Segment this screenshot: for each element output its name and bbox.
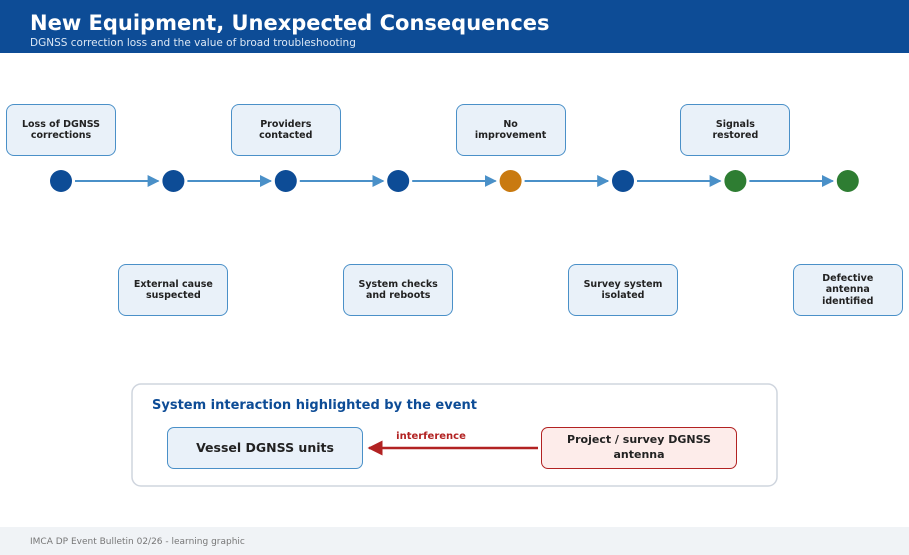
timeline-node bbox=[836, 170, 859, 192]
edge-label: interference bbox=[396, 431, 466, 442]
step-label: External cause suspected bbox=[118, 264, 229, 316]
step-label: Providers contacted bbox=[230, 104, 341, 156]
step-label: No improvement bbox=[455, 104, 566, 156]
timeline-node bbox=[162, 170, 185, 192]
panel-title: System interaction highlighted by the ev… bbox=[152, 398, 477, 413]
header-band bbox=[0, 0, 909, 53]
timeline-node bbox=[499, 170, 522, 192]
footer-text: IMCA DP Event Bulletin 02/26 - learning … bbox=[30, 537, 245, 547]
step-label: Defective antenna identified bbox=[792, 264, 903, 316]
step-label: System checks and reboots bbox=[343, 264, 454, 316]
step-label: Loss of DGNSS corrections bbox=[6, 104, 116, 156]
step-label: Survey system isolated bbox=[568, 264, 678, 316]
header-subtitle: DGNSS correction loss and the value of b… bbox=[30, 37, 356, 49]
timeline-node bbox=[387, 170, 410, 192]
vessel-node: Vessel DGNSS units bbox=[167, 427, 363, 469]
header-title: New Equipment, Unexpected Consequences bbox=[30, 11, 550, 35]
timeline-node bbox=[724, 170, 747, 192]
survey-node: Project / survey DGNSS antenna bbox=[541, 427, 737, 469]
step-label: Signals restored bbox=[680, 104, 791, 156]
timeline-node bbox=[50, 170, 72, 192]
timeline-node bbox=[612, 170, 634, 192]
timeline-node bbox=[274, 170, 297, 192]
timeline bbox=[50, 170, 859, 192]
footer-band bbox=[0, 527, 909, 555]
